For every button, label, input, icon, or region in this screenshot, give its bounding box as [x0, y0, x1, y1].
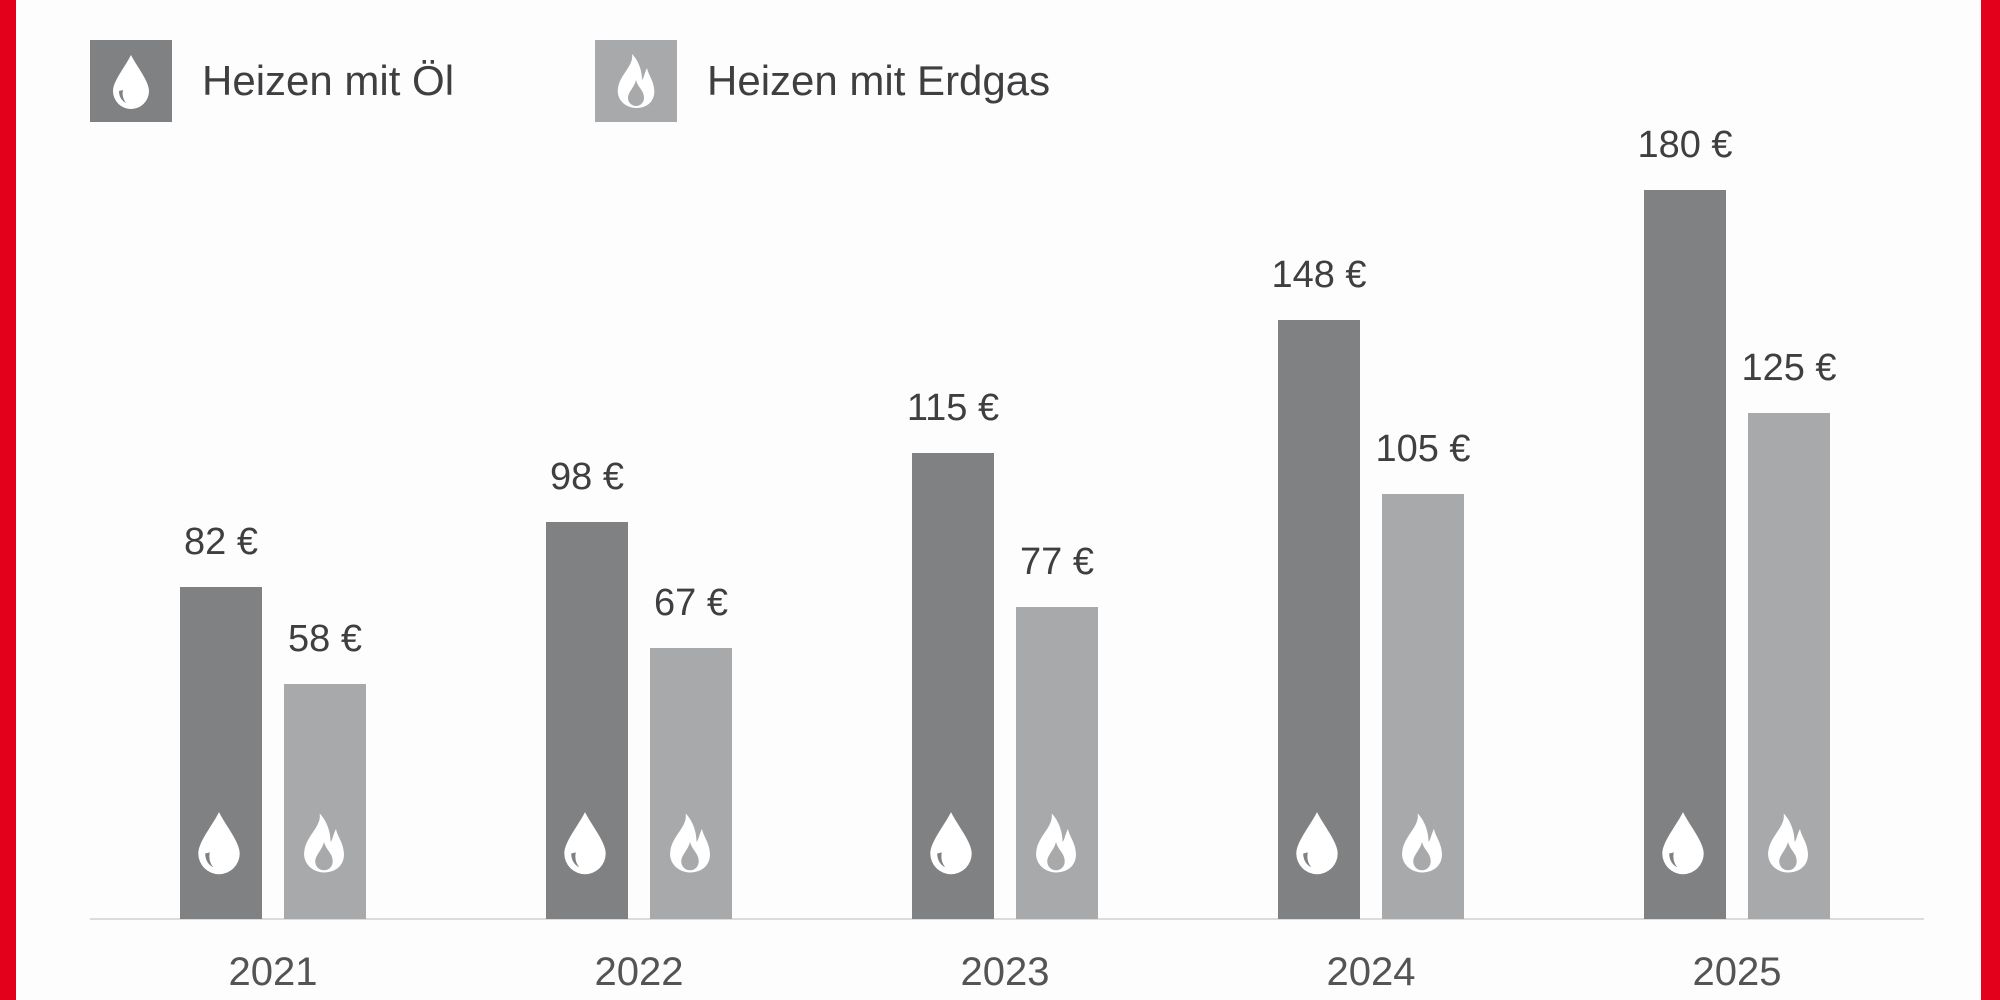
bar-oil-2023 — [912, 453, 994, 919]
oil-drop-icon — [928, 809, 978, 879]
gas-flame-icon — [1032, 809, 1082, 879]
x-axis-label-2021: 2021 — [228, 950, 318, 994]
x-axis-label-2025: 2025 — [1692, 950, 1782, 994]
value-label-oil-2023: 115 € — [906, 387, 1000, 429]
value-label-oil-2025: 180 € — [1637, 124, 1733, 166]
legend-label-oil: Heizen mit Öl — [202, 57, 455, 104]
oil-drop-icon — [1660, 809, 1710, 879]
gas-flame-icon — [666, 809, 716, 879]
value-label-oil-2021: 82 € — [184, 521, 258, 563]
value-label-oil-2024: 148 € — [1271, 254, 1367, 296]
bar-gas-2021 — [284, 684, 366, 919]
value-label-gas-2023: 77 € — [1020, 541, 1094, 583]
value-label-gas-2024: 105 € — [1375, 428, 1471, 470]
bar-oil-2024 — [1278, 320, 1360, 919]
legend-item-gas: Heizen mit Erdgas — [595, 40, 1050, 122]
x-axis-baseline — [90, 918, 1924, 920]
value-label-gas-2025: 125 € — [1741, 347, 1837, 389]
bar-oil-2025 — [1644, 190, 1726, 919]
bar-oil-2022 — [546, 522, 628, 919]
x-axis-label-2023: 2023 — [960, 950, 1050, 994]
bar-gas-2022 — [650, 648, 732, 919]
gas-flame-icon — [595, 40, 677, 122]
oil-drop-icon — [1294, 809, 1344, 879]
value-label-gas-2021: 58 € — [288, 618, 362, 660]
value-label-oil-2022: 98 € — [550, 456, 624, 498]
value-label-gas-2022: 67 € — [654, 582, 728, 624]
bar-oil-2021 — [180, 587, 262, 919]
gas-flame-icon — [1764, 809, 1814, 879]
bar-gas-2024 — [1382, 494, 1464, 919]
x-axis-label-2024: 2024 — [1326, 950, 1416, 994]
x-axis-label-2022: 2022 — [594, 950, 684, 994]
legend-item-oil: Heizen mit Öl — [90, 40, 454, 122]
oil-drop-icon — [196, 809, 246, 879]
bar-gas-2025 — [1748, 413, 1830, 919]
frame-left-border — [0, 0, 16, 1000]
oil-drop-icon — [562, 809, 612, 879]
bar-gas-2023 — [1016, 607, 1098, 919]
oil-drop-icon — [90, 40, 172, 122]
legend-label-gas: Heizen mit Erdgas — [707, 57, 1051, 104]
gas-flame-icon — [300, 809, 350, 879]
gas-flame-icon — [1398, 809, 1448, 879]
frame-right-border — [1981, 0, 2000, 1000]
